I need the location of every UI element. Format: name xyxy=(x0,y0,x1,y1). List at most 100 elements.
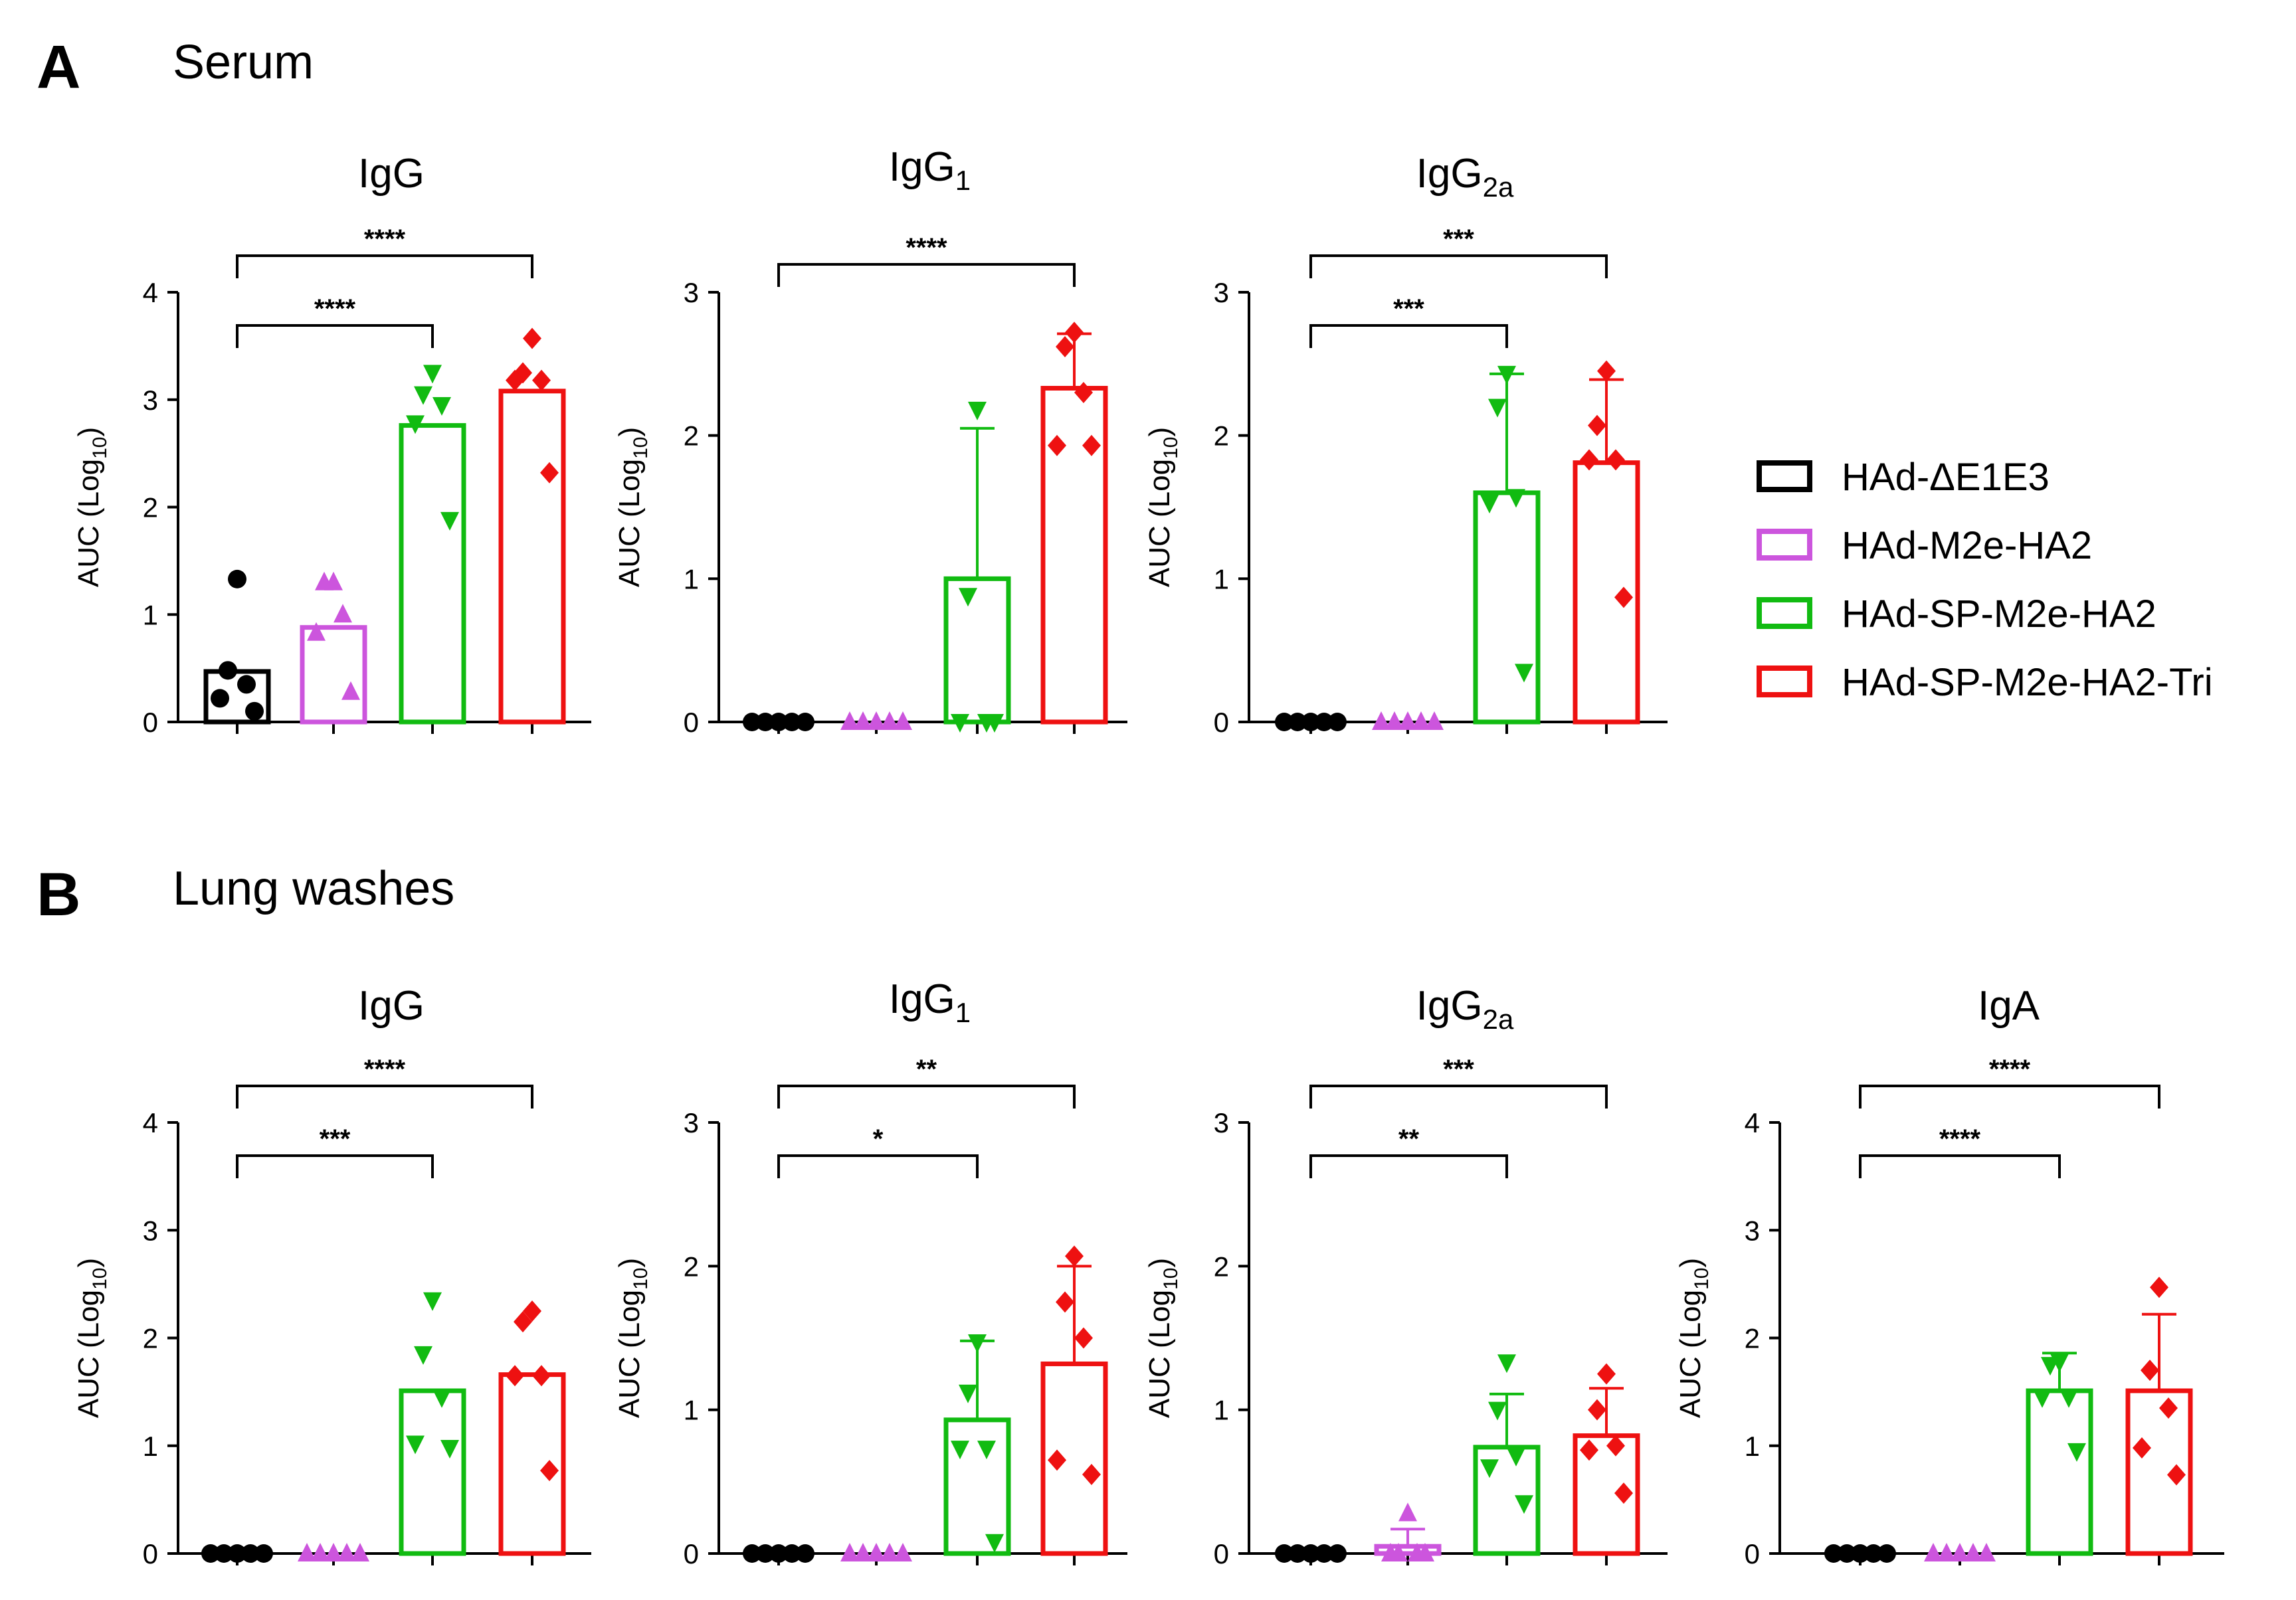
y-tick-label: 0 xyxy=(143,1538,158,1569)
significance-label: **** xyxy=(1989,1055,2031,1084)
data-point-triangle-down xyxy=(2059,1389,2078,1408)
data-point-circle xyxy=(1328,713,1347,731)
data-point-triangle-down xyxy=(406,415,425,434)
data-point-triangle-down xyxy=(2033,1389,2052,1408)
chart-title-main: IgG xyxy=(1416,151,1483,197)
data-point-circle xyxy=(769,713,788,731)
data-point-triangle-up xyxy=(840,1543,859,1561)
bar xyxy=(1473,490,1541,725)
y-tick-label: 1 xyxy=(143,599,158,630)
y-axis-label-end: ) xyxy=(1674,1258,1707,1268)
chart-title-main: IgG xyxy=(889,144,955,190)
data-point-diamond xyxy=(540,1460,559,1482)
y-axis-label-subscript: 10 xyxy=(1160,1268,1182,1290)
data-point-triangle-up xyxy=(1398,711,1417,730)
y-axis-label: AUC (Log10) xyxy=(1674,1258,1713,1418)
data-point-diamond xyxy=(1588,414,1606,436)
y-axis-label-main: AUC (Log xyxy=(1143,1290,1176,1418)
legend-item: HAd-ΔE1E3 xyxy=(1757,456,2050,499)
significance-label: *** xyxy=(320,1124,351,1154)
data-point-triangle-up xyxy=(315,571,334,590)
data-point-circle xyxy=(228,569,246,588)
bar xyxy=(399,423,466,725)
data-point-triangle-down xyxy=(440,1439,459,1459)
data-point-circle xyxy=(1288,1544,1307,1563)
data-point-triangle-down xyxy=(440,511,459,531)
chart-title-main: IgG xyxy=(358,151,425,197)
bar xyxy=(943,576,1011,725)
significance-label: * xyxy=(873,1124,884,1154)
legend-item: HAd-M2e-HA2 xyxy=(1757,524,2092,567)
data-point-triangle-up xyxy=(1398,1502,1417,1522)
data-point-diamond xyxy=(1580,1439,1598,1461)
data-point-circle xyxy=(756,1544,775,1563)
data-point-circle xyxy=(783,1544,801,1563)
data-point-triangle-down xyxy=(959,1384,977,1403)
significance-bracket xyxy=(1309,254,1608,278)
data-point-triangle-up xyxy=(1385,711,1404,730)
data-point-triangle-up xyxy=(337,1543,356,1561)
chart-title: IgG2a xyxy=(1416,151,1514,203)
data-point-triangle-down xyxy=(414,1346,432,1365)
y-axis-label-main: AUC (Log xyxy=(1143,459,1176,587)
chart-title-main: IgG xyxy=(889,976,955,1022)
data-point-triangle-up xyxy=(1381,1543,1400,1561)
y-tick-label: 3 xyxy=(143,385,158,416)
data-point-triangle-up xyxy=(1924,1543,1943,1561)
legend-swatch xyxy=(1757,529,1812,561)
data-point-diamond xyxy=(2150,1277,2168,1298)
data-point-triangle-up xyxy=(334,604,352,623)
data-point-circle xyxy=(743,713,761,731)
legend-item: HAd-SP-M2e-HA2 xyxy=(1757,592,2156,636)
significance-label: *** xyxy=(1443,224,1474,254)
data-point-triangle-down xyxy=(2067,1443,2086,1462)
significance-bracket xyxy=(1309,1154,1508,1178)
significance-bracket xyxy=(1859,1154,2061,1178)
significance-bracket xyxy=(236,1154,434,1178)
y-axis-label: AUC (Log10) xyxy=(72,1258,111,1418)
y-axis-label: AUC (Log10) xyxy=(1143,427,1182,587)
y-tick-label: 3 xyxy=(684,1107,699,1138)
data-point-diamond xyxy=(1074,1327,1093,1349)
y-axis-label-main: AUC (Log xyxy=(1674,1290,1707,1418)
data-point-triangle-up xyxy=(1951,1543,1969,1561)
data-point-diamond xyxy=(1082,434,1101,456)
data-point-triangle-up xyxy=(880,711,899,730)
data-point-triangle-down xyxy=(951,714,969,733)
data-point-circle xyxy=(796,713,814,731)
data-point-circle xyxy=(1864,1544,1883,1563)
data-point-diamond xyxy=(2141,1360,2159,1381)
data-point-diamond xyxy=(1048,1449,1066,1471)
bar xyxy=(1040,385,1108,725)
y-axis-label-subscript: 10 xyxy=(89,1268,111,1290)
data-point-diamond xyxy=(532,369,551,391)
panel-a-title: Serum xyxy=(173,36,314,89)
significance-bracket xyxy=(777,1085,1076,1109)
data-point-triangle-down xyxy=(1507,1447,1525,1467)
data-point-circle xyxy=(1275,1544,1293,1563)
data-point-triangle-up xyxy=(351,1543,369,1561)
data-point-circle xyxy=(237,675,256,694)
data-point-circle xyxy=(228,1544,246,1563)
y-tick-label: 1 xyxy=(1214,1395,1229,1426)
data-point-circle xyxy=(245,701,264,721)
chart-serum-igg: IgG 0 1 2 3 4 AUC (Log10) **** **** xyxy=(72,151,591,738)
chart-title: IgG2a xyxy=(1416,983,1514,1035)
data-point-circle xyxy=(254,1544,273,1563)
bar xyxy=(498,389,566,725)
data-point-triangle-up xyxy=(1937,1543,1956,1561)
data-point-diamond xyxy=(1065,1245,1084,1267)
data-point-circle xyxy=(1824,1544,1843,1563)
data-point-circle xyxy=(796,1544,814,1563)
data-point-triangle-down xyxy=(432,397,451,416)
data-point-triangle-up xyxy=(867,711,886,730)
data-point-diamond xyxy=(2167,1464,2186,1486)
significance-bracket xyxy=(236,1085,533,1109)
legend-label: HAd-SP-M2e-HA2-Tri xyxy=(1842,661,2213,704)
data-point-diamond xyxy=(1606,449,1625,471)
y-tick-label: 1 xyxy=(684,1395,699,1426)
legend-label: HAd-ΔE1E3 xyxy=(1842,456,2050,499)
data-point-triangle-down xyxy=(432,1389,451,1408)
